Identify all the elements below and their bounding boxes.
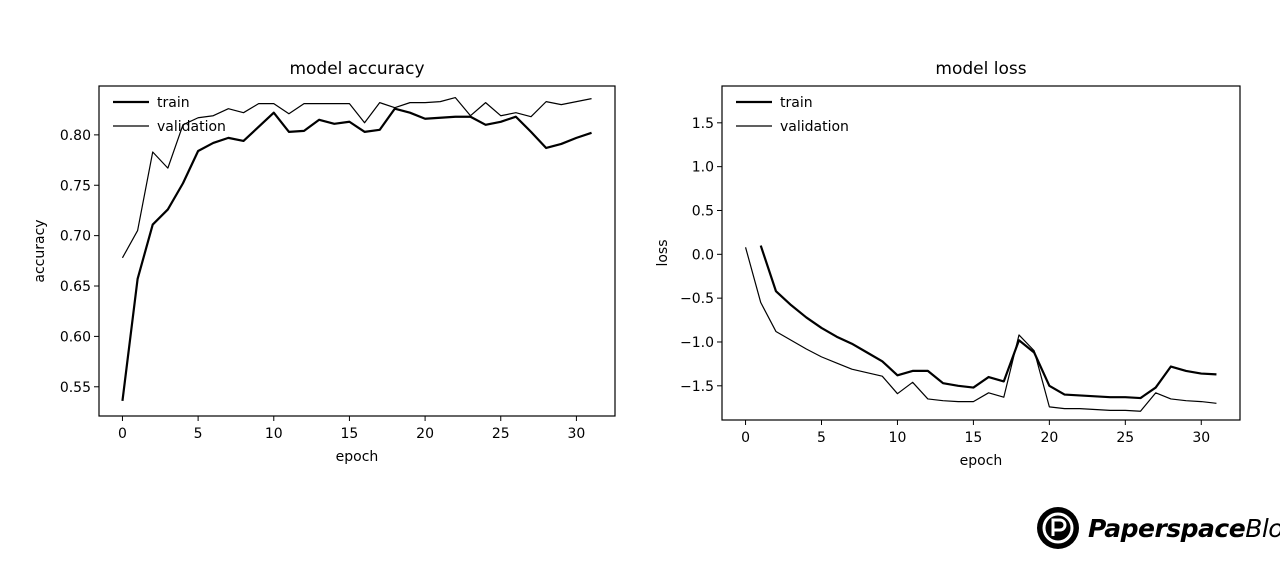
- x-tick-label: 25: [1116, 430, 1134, 446]
- logo-suffix: Blog: [1245, 513, 1280, 543]
- legend: train validation: [113, 95, 226, 135]
- chart-panel-0: model accuracy 0 5 10 15 20 25 30 0.55 0.60 0.65 0.…: [32, 59, 616, 465]
- y-tick-label: −0.5: [680, 291, 714, 307]
- paperspace-blog-logo: PaperspaceBlog: [1036, 506, 1280, 550]
- series-line-validation: [744, 247, 1217, 412]
- x-tick-label: 15: [341, 426, 359, 442]
- x-tick-label: 30: [1192, 430, 1210, 446]
- chart-title: model loss: [935, 59, 1026, 79]
- y-tick-label: 0.60: [60, 329, 91, 345]
- x-axis-label: epoch: [336, 449, 379, 465]
- y-tick-label: 0.0: [692, 247, 714, 263]
- legend-label-train: train: [780, 95, 813, 111]
- series-line-validation: [121, 96, 592, 259]
- y-tick-label: −1.0: [680, 335, 714, 351]
- x-tick-label: 5: [194, 426, 203, 442]
- y-axis-label: loss: [655, 239, 671, 266]
- y-tick-label: 0.75: [60, 178, 91, 194]
- chart-title: model accuracy: [289, 59, 424, 79]
- y-tick-label: 1.0: [692, 160, 714, 176]
- x-axis-label: epoch: [960, 453, 1003, 469]
- plot-frame: [98, 85, 616, 417]
- y-tick-label: 1.5: [692, 116, 714, 132]
- chart-panel-1: model loss 0 5 10 15 20 25 30 −1.5 −1.0 −0.5 0.0 0.5…: [655, 59, 1241, 469]
- x-tick-label: 30: [567, 426, 585, 442]
- y-tick-label: 0.80: [60, 128, 91, 144]
- x-tick-label: 10: [265, 426, 283, 442]
- y-tick-label: 0.70: [60, 229, 91, 245]
- legend: train validation: [736, 95, 849, 135]
- x-tick-label: 25: [492, 426, 510, 442]
- y-tick-label: −1.5: [680, 379, 714, 395]
- y-tick-label: 0.65: [60, 279, 91, 295]
- y-axis-label: accuracy: [32, 219, 48, 282]
- paperspace-logo-icon: [1037, 507, 1079, 549]
- x-tick-label: 20: [416, 426, 434, 442]
- logo-text: PaperspaceBlog: [1088, 514, 1280, 543]
- y-tick-label: 0.5: [692, 203, 714, 219]
- x-tick-label: 15: [964, 430, 982, 446]
- legend-label-validation: validation: [780, 119, 849, 135]
- x-tick-label: 20: [1040, 430, 1058, 446]
- series-line-train: [121, 107, 592, 402]
- x-tick-label: 0: [118, 426, 127, 442]
- y-tick-label: 0.55: [60, 380, 91, 396]
- series-line-train: [759, 245, 1217, 400]
- x-tick-label: 5: [817, 430, 826, 446]
- legend-label-train: train: [157, 95, 190, 111]
- x-tick-label: 10: [889, 430, 907, 446]
- logo-brand: Paperspace: [1088, 513, 1246, 543]
- x-tick-label: 0: [741, 430, 750, 446]
- plot-frame: [721, 85, 1241, 421]
- legend-label-validation: validation: [157, 119, 226, 135]
